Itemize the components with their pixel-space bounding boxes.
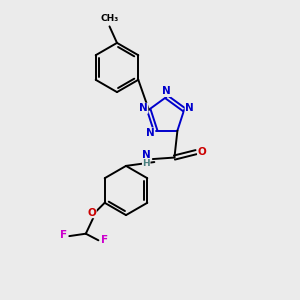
Text: CH₃: CH₃ (100, 14, 118, 23)
Text: N: N (162, 86, 171, 97)
Text: N: N (146, 128, 154, 138)
Text: N: N (139, 103, 148, 113)
Text: N: N (185, 103, 194, 113)
Text: F: F (101, 235, 108, 245)
Text: O: O (87, 208, 96, 218)
Text: N: N (142, 150, 151, 161)
Text: H: H (142, 159, 150, 168)
Text: F: F (60, 230, 67, 241)
Text: O: O (198, 146, 206, 157)
